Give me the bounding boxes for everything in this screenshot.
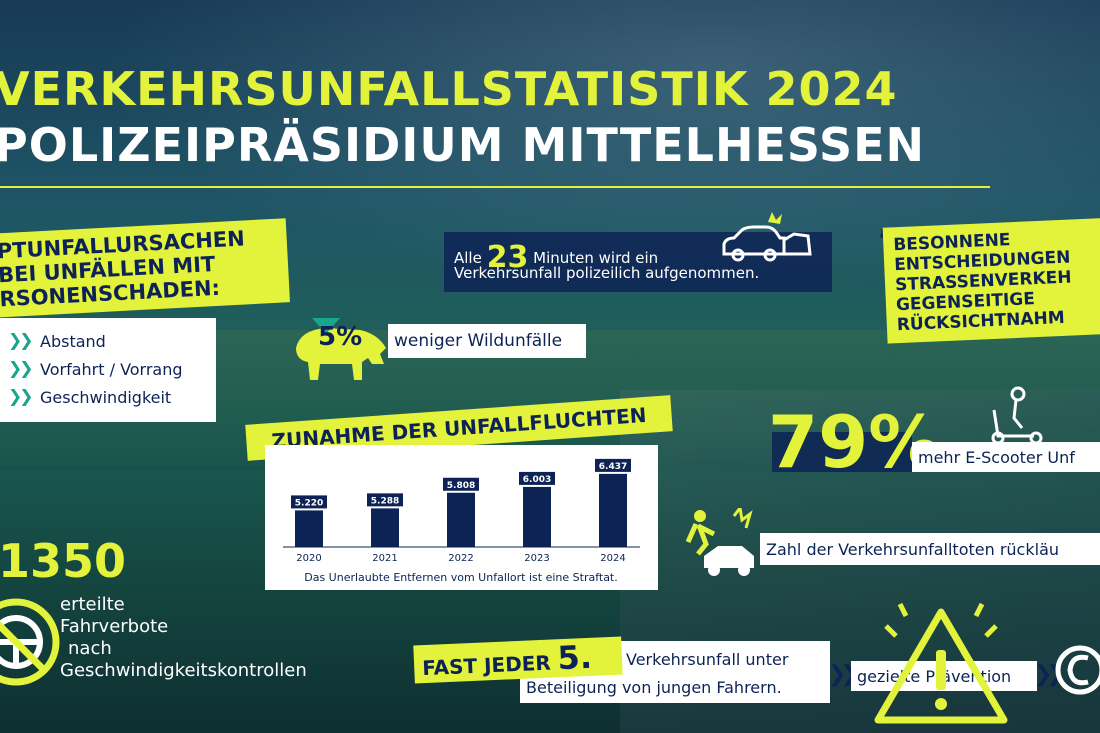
wildlife-text: weniger Wildunfälle: [388, 324, 586, 358]
warning-triangle-icon: [874, 602, 1008, 724]
chevron-right-icon: ❯❯: [8, 359, 34, 379]
boar-icon: [296, 318, 386, 380]
minutes-line-1: Alle 23 Minuten wird ein: [454, 236, 659, 275]
minutes-prefix: Alle: [454, 249, 482, 267]
bar-label-background: [519, 471, 555, 485]
driving-bans-text: erteilte Fahrverbote nach Geschwindigkei…: [60, 594, 307, 682]
wildlife-percent: 5%: [318, 322, 363, 352]
hit-and-run-chart: 5.220 2020 5.288 2021 5.808 2022 6.003 2023 6.43…: [265, 445, 658, 590]
fatalities-text: Zahl der Verkehrsunfalltoten rückläu: [760, 533, 1100, 565]
young-drivers-line-2: Beteiligung von jungen Fahrern.: [526, 678, 782, 697]
chart-caption: Das Unerlaubte Entfernen vom Unfallort i…: [304, 571, 618, 584]
double-arrow-icon: ❯❯: [828, 662, 859, 687]
bar-label-background: [443, 477, 479, 491]
bar-label-background: [367, 493, 403, 507]
list-item-label: Geschwindigkeit: [40, 387, 172, 407]
bar-value-label: 5.288: [371, 496, 399, 506]
x-tick-label: 2023: [524, 553, 549, 564]
chart-bar: [295, 510, 323, 547]
chevron-right-icon: ❯❯: [8, 387, 34, 407]
chart-canvas: 5.220 2020 5.288 2021 5.808 2022 6.003 2023 6.43…: [283, 458, 640, 584]
causes-list: ❯❯ Abstand ❯❯ Vorfahrt / Vorrang ❯❯ Gesc…: [0, 318, 216, 422]
driving-bans-line: Fahrverbote: [60, 616, 169, 637]
quote-text: BESONNENE ENTSCHEIDUNGEN STRASSENVERKEH …: [882, 216, 1100, 344]
x-tick-label: 2022: [448, 553, 473, 564]
x-tick-label: 2020: [296, 553, 321, 564]
e-scooter-icon: [991, 386, 1043, 444]
young-drivers-line-1: Verkehrsunfall unter: [626, 650, 789, 669]
minutes-number: 23: [486, 240, 529, 275]
driving-bans-line: erteilte: [60, 594, 125, 615]
person-hit-by-car-icon: [685, 508, 754, 576]
subtitle: POLIZEIPRÄSIDIUM MITTELHESSEN: [0, 118, 926, 172]
x-tick-label: 2024: [600, 553, 625, 564]
bar-value-label: 6.437: [599, 462, 627, 472]
steering-wheel-prohibited-icon: [0, 598, 60, 686]
list-item: ❯❯ Abstand: [8, 328, 106, 354]
chart-bar: [599, 473, 627, 547]
car-crash-icon: [722, 212, 812, 262]
chevron-right-icon: ❯❯: [8, 331, 34, 351]
chart-bar: [523, 486, 551, 547]
causes-heading: PTUNFALLURSACHEN BEI UNFÄLLEN MIT RSONEN…: [0, 218, 290, 318]
chart-bar: [371, 508, 399, 547]
bar-value-label: 6.003: [523, 475, 551, 485]
driving-bans-line: nach: [68, 638, 112, 659]
young-drivers-box: Verkehrsunfall unter Beteiligung von jun…: [520, 641, 830, 703]
escooter-text: mehr E-Scooter Unf: [912, 442, 1100, 472]
minutes-statistic: Alle 23 Minuten wird ein Verkehrsunfall …: [444, 232, 832, 292]
minutes-line-2: Verkehrsunfall polizeilich aufgenommen.: [454, 264, 760, 282]
list-item: ❯❯ Geschwindigkeit: [8, 384, 171, 410]
list-item-label: Vorfahrt / Vorrang: [40, 359, 183, 379]
driving-bans-number: 1350: [0, 534, 127, 588]
minutes-suffix: Minuten wird ein: [533, 249, 659, 267]
x-tick-label: 2021: [372, 553, 397, 564]
escooter-percent: 79%: [768, 400, 941, 484]
bar-value-label: 5.220: [295, 498, 323, 508]
young-drivers-heading-text: FAST JEDER: [421, 650, 552, 681]
title-divider: [0, 186, 990, 188]
list-item-label: Abstand: [40, 331, 106, 351]
bar-label-background: [291, 495, 327, 509]
logo-icon: [1055, 645, 1100, 695]
bar-label-background: [595, 458, 631, 472]
main-title: VERKEHRSUNFALLSTATISTIK 2024: [0, 62, 898, 116]
escooter-backdrop: [772, 432, 912, 472]
bar-value-label: 5.808: [447, 481, 475, 491]
list-item: ❯❯ Vorfahrt / Vorrang: [8, 356, 183, 382]
driving-bans-line: Geschwindigkeitskontrollen: [60, 660, 307, 681]
chart-bar: [447, 492, 475, 547]
young-drivers-number: 5.: [556, 637, 593, 678]
